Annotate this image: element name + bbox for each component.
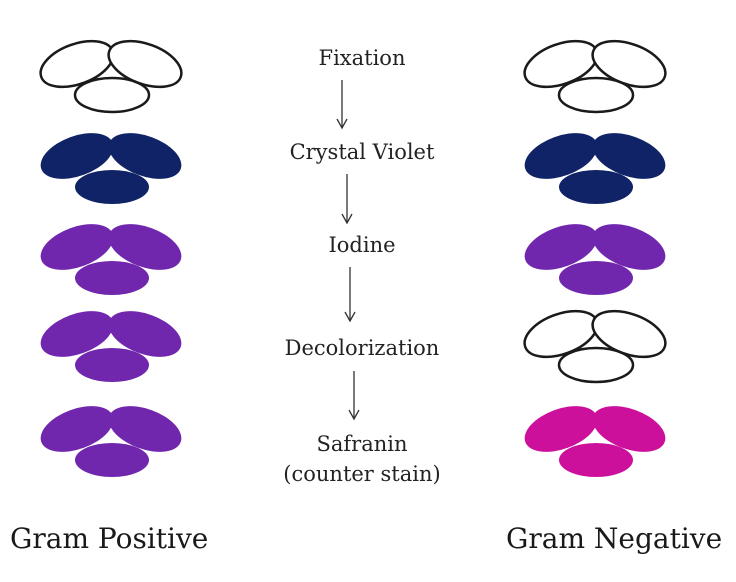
- bacterium-cell: [557, 76, 635, 114]
- bacterium-cell: [108, 224, 182, 270]
- bacterium-cell: [40, 224, 114, 270]
- bacterium-cell: [559, 170, 633, 204]
- arrow-icon: [341, 174, 353, 225]
- step-iodine: Iodine: [328, 233, 396, 257]
- gram-negative-cluster-1: [523, 39, 667, 114]
- bacterium-cell: [592, 224, 666, 270]
- bacterium-cell: [40, 406, 114, 452]
- step-safranin-note: (counter stain): [283, 462, 441, 486]
- step-safranin: Safranin: [316, 432, 408, 456]
- bacterium-cell: [75, 170, 149, 204]
- bacterium-cell: [75, 348, 149, 382]
- bacterium-cell: [559, 261, 633, 295]
- gram-positive-cluster-5: [40, 406, 182, 477]
- gram-negative-column: [523, 39, 667, 477]
- arrow-icon: [348, 371, 360, 421]
- arrow-icon: [344, 267, 356, 323]
- bacterium-cell: [524, 133, 598, 179]
- bacterium-cell: [559, 443, 633, 477]
- bacterium-cell: [592, 133, 666, 179]
- step-decolorization: Decolorization: [284, 336, 440, 360]
- gram-positive-cluster-1: [39, 39, 183, 114]
- gram-positive-cluster-3: [40, 224, 182, 295]
- gram-positive-cluster-2: [40, 133, 182, 204]
- bacterium-cell: [73, 76, 151, 114]
- gram-negative-label: Gram Negative: [506, 522, 723, 555]
- bacterium-cell: [108, 133, 182, 179]
- gram-negative-cluster-4: [523, 309, 667, 384]
- gram-negative-cluster-5: [524, 406, 666, 477]
- bacterium-cell: [75, 443, 149, 477]
- gram-positive-column: [39, 39, 183, 477]
- bacterium-cell: [108, 311, 182, 357]
- bacterium-cell: [524, 406, 598, 452]
- bacterium-cell: [108, 406, 182, 452]
- bacterium-cell: [557, 346, 635, 384]
- bacterium-cell: [40, 311, 114, 357]
- bacterium-cell: [592, 406, 666, 452]
- gram-positive-label: Gram Positive: [10, 522, 209, 555]
- arrow-icon: [336, 80, 348, 130]
- gram-positive-cluster-4: [40, 311, 182, 382]
- gram-negative-cluster-2: [524, 133, 666, 204]
- step-fixation: Fixation: [318, 46, 406, 70]
- gram-negative-cluster-3: [524, 224, 666, 295]
- bacterium-cell: [40, 133, 114, 179]
- bacterium-cell: [75, 261, 149, 295]
- step-crystal-violet: Crystal Violet: [289, 140, 435, 164]
- step-arrows: [336, 80, 360, 421]
- bacterium-cell: [524, 224, 598, 270]
